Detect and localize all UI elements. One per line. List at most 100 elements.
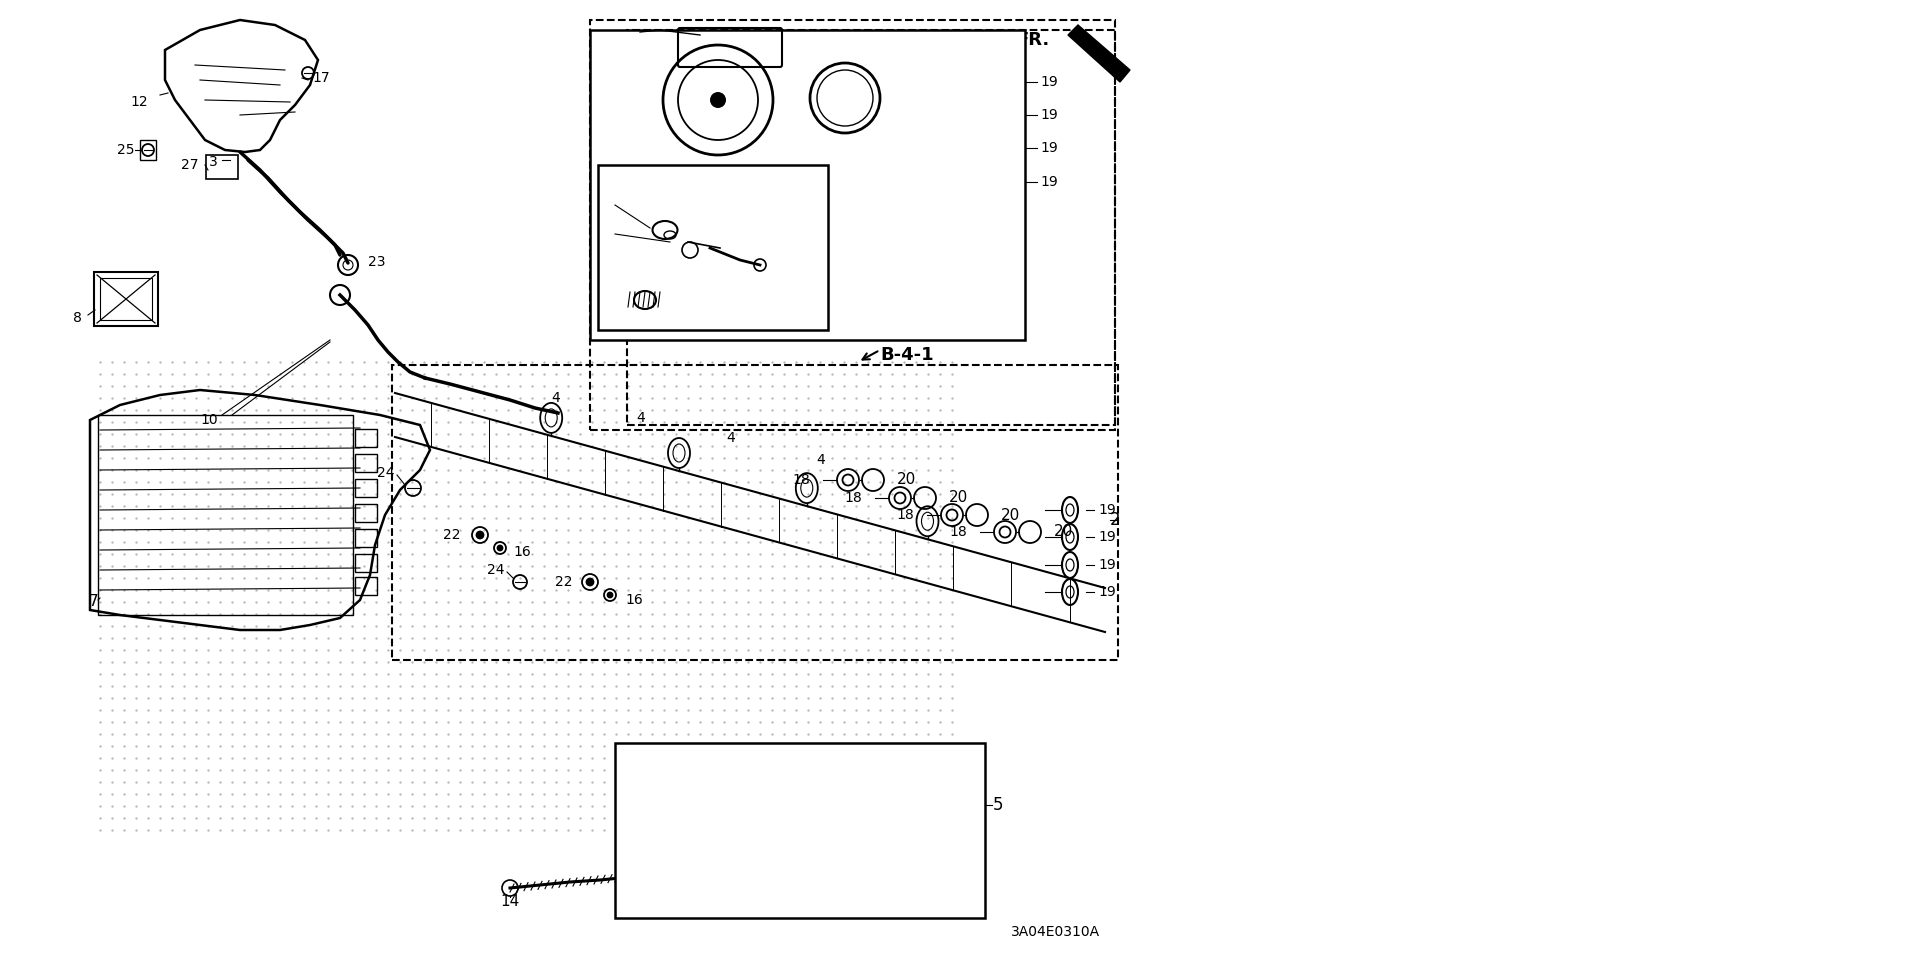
- Text: 13: 13: [829, 223, 847, 237]
- Text: 18: 18: [630, 785, 647, 799]
- Text: 19: 19: [770, 838, 787, 852]
- Text: 16: 16: [626, 593, 643, 607]
- Text: 19: 19: [1041, 175, 1058, 189]
- Text: 20: 20: [945, 75, 964, 89]
- Text: FR.: FR.: [1018, 31, 1050, 49]
- Text: 19: 19: [1041, 141, 1058, 155]
- Polygon shape: [90, 300, 950, 835]
- Text: 18: 18: [793, 141, 810, 155]
- Text: 8: 8: [73, 311, 83, 325]
- Text: 6: 6: [743, 845, 753, 859]
- Text: 19: 19: [1098, 585, 1116, 599]
- Text: 26: 26: [589, 127, 609, 141]
- Text: 18: 18: [630, 811, 647, 825]
- Text: 19: 19: [1041, 108, 1058, 122]
- Text: 4: 4: [701, 55, 710, 69]
- Bar: [355, 454, 376, 472]
- Text: 7: 7: [88, 594, 98, 610]
- Text: B-4-1: B-4-1: [879, 346, 933, 364]
- Bar: [355, 577, 376, 595]
- Text: 27: 27: [180, 158, 198, 172]
- Text: 4: 4: [651, 175, 660, 189]
- Text: 18: 18: [897, 508, 914, 522]
- Bar: [140, 140, 156, 160]
- Text: 18: 18: [793, 175, 810, 189]
- Text: 18: 18: [845, 491, 862, 505]
- FancyBboxPatch shape: [597, 165, 828, 330]
- Bar: [355, 554, 376, 572]
- Text: 4: 4: [651, 75, 660, 89]
- Text: 19: 19: [770, 758, 787, 772]
- Text: 18: 18: [793, 473, 810, 487]
- Bar: [355, 529, 376, 547]
- Circle shape: [710, 92, 726, 108]
- Text: 22: 22: [555, 575, 572, 589]
- Text: 18: 18: [630, 838, 647, 852]
- Text: 20: 20: [897, 472, 916, 488]
- Text: 3: 3: [209, 155, 219, 169]
- Text: 4: 4: [678, 53, 687, 67]
- FancyBboxPatch shape: [614, 743, 985, 918]
- Text: 19: 19: [1098, 503, 1116, 517]
- Bar: [355, 429, 376, 447]
- Text: 19: 19: [1098, 530, 1116, 544]
- Text: 20: 20: [981, 66, 1002, 84]
- Text: 10: 10: [200, 413, 219, 427]
- Text: 3: 3: [645, 197, 653, 211]
- Text: 24: 24: [378, 466, 396, 480]
- Text: 24: 24: [488, 563, 505, 577]
- Text: 20: 20: [695, 785, 712, 799]
- Text: 12: 12: [131, 95, 148, 109]
- Text: 19: 19: [770, 785, 787, 799]
- Circle shape: [586, 579, 593, 586]
- Circle shape: [497, 545, 503, 550]
- Bar: [355, 504, 376, 522]
- Circle shape: [607, 592, 612, 597]
- Text: 18: 18: [630, 758, 647, 772]
- Text: 20: 20: [981, 133, 1002, 151]
- Text: 4: 4: [816, 453, 826, 467]
- Text: 20: 20: [1000, 508, 1020, 522]
- Text: 23: 23: [369, 255, 386, 269]
- Text: 3A04E0310A: 3A04E0310A: [1010, 925, 1100, 939]
- Text: 20: 20: [981, 166, 1002, 184]
- Text: 20: 20: [695, 838, 712, 852]
- Text: 18: 18: [793, 75, 810, 89]
- Circle shape: [476, 532, 484, 539]
- Text: 19: 19: [1098, 558, 1116, 572]
- Text: 15: 15: [689, 295, 708, 309]
- Text: 19: 19: [1041, 75, 1058, 89]
- Text: B-4: B-4: [879, 321, 914, 339]
- Text: 25: 25: [117, 143, 134, 157]
- Text: 17: 17: [311, 71, 330, 85]
- Text: 9: 9: [607, 195, 616, 209]
- Text: 20: 20: [1054, 524, 1073, 540]
- Text: 20: 20: [945, 175, 964, 189]
- Text: 4: 4: [551, 391, 561, 405]
- Text: 5: 5: [993, 796, 1004, 814]
- Text: 9: 9: [607, 225, 616, 239]
- FancyBboxPatch shape: [589, 30, 1025, 340]
- Text: 2: 2: [1110, 511, 1121, 529]
- Text: 20: 20: [981, 99, 1002, 117]
- Text: 18: 18: [948, 525, 968, 539]
- Text: 19: 19: [770, 811, 787, 825]
- Text: 21: 21: [879, 114, 899, 130]
- Text: 20: 20: [945, 140, 964, 156]
- Text: 16: 16: [513, 545, 530, 559]
- Text: 4: 4: [655, 53, 664, 67]
- Text: 22: 22: [442, 528, 461, 542]
- Text: 4: 4: [651, 108, 660, 122]
- Text: 18: 18: [793, 108, 810, 122]
- Bar: [355, 479, 376, 497]
- Text: 20: 20: [695, 758, 712, 772]
- Text: 20: 20: [945, 108, 964, 123]
- Text: 14: 14: [501, 895, 520, 909]
- Text: 4: 4: [636, 411, 645, 425]
- Text: 20: 20: [948, 491, 968, 506]
- Text: 4: 4: [724, 58, 733, 72]
- Text: 4: 4: [636, 55, 645, 69]
- Text: 20: 20: [695, 811, 712, 825]
- Text: 4: 4: [651, 141, 660, 155]
- Text: 4: 4: [726, 431, 735, 445]
